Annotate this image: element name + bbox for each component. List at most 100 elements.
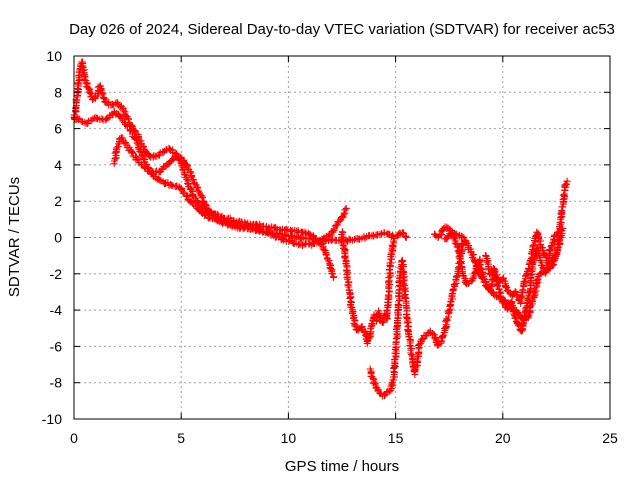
data-point (527, 271, 535, 279)
data-point (322, 251, 330, 259)
series-trace-b (70, 108, 410, 246)
data-point (222, 217, 230, 225)
data-point (166, 145, 174, 153)
data-point (279, 235, 287, 243)
series-trace-e (366, 237, 468, 400)
data-point (98, 89, 106, 97)
y-tick-label: 2 (54, 193, 62, 209)
data-points (70, 58, 571, 400)
data-point (406, 336, 414, 343)
y-tick-label: -2 (50, 266, 63, 282)
data-point (402, 233, 409, 241)
data-point (394, 300, 402, 308)
data-point (448, 290, 456, 298)
data-point (125, 115, 132, 123)
data-point (202, 201, 210, 209)
data-point (458, 264, 466, 271)
data-point (442, 318, 450, 326)
data-point (410, 367, 418, 375)
data-point (389, 237, 397, 245)
data-point (471, 268, 479, 276)
data-point (388, 380, 396, 388)
data-point (503, 284, 510, 292)
data-point (269, 230, 276, 238)
data-point (201, 200, 209, 208)
data-point (364, 337, 372, 345)
data-point (520, 278, 528, 286)
y-tick-label: -4 (50, 302, 63, 318)
y-tick-label: 10 (46, 48, 62, 64)
data-point (449, 230, 457, 238)
data-point (186, 168, 194, 176)
data-point (511, 314, 519, 322)
data-point (511, 288, 519, 296)
data-point (385, 274, 393, 282)
data-point (482, 252, 490, 259)
data-point (437, 337, 445, 345)
data-point (398, 257, 406, 265)
data-point (519, 286, 527, 294)
y-tick-label: 8 (54, 84, 62, 100)
data-point (329, 270, 337, 278)
data-point (533, 228, 541, 236)
x-tick-labels: 0 5 10 15 20 25 (70, 430, 618, 446)
data-point (341, 253, 348, 261)
data-point (408, 351, 415, 359)
data-point (512, 313, 520, 321)
data-point (453, 272, 461, 280)
data-point (190, 176, 197, 184)
data-point (128, 148, 136, 156)
y-tick-label: -10 (42, 411, 62, 427)
data-point (140, 154, 147, 162)
data-point (500, 299, 508, 307)
chart-title: Day 026 of 2024, Sidereal Day-to-day VTE… (69, 21, 615, 38)
series-trace-c (110, 134, 350, 249)
data-point (187, 186, 195, 194)
data-point (531, 290, 539, 298)
data-point (517, 293, 525, 301)
data-point (193, 183, 201, 191)
y-tick-label: -8 (50, 375, 63, 391)
data-point (368, 373, 376, 381)
x-tick-label: 20 (495, 430, 511, 446)
x-tick-label: 10 (281, 430, 297, 446)
y-tick-label: 6 (54, 121, 62, 137)
data-point (402, 303, 410, 311)
x-axis-label: GPS time / hours (285, 458, 399, 475)
data-point (555, 228, 563, 236)
data-point (419, 335, 426, 343)
series-trace-h (482, 224, 567, 307)
y-tick-label: 0 (54, 230, 62, 246)
data-point (325, 257, 333, 265)
x-tick-label: 25 (602, 430, 618, 446)
data-point (119, 134, 127, 142)
data-point (344, 281, 352, 289)
data-point (183, 192, 191, 200)
series-trace-d (338, 228, 398, 347)
data-point (429, 329, 436, 337)
data-point (100, 94, 107, 101)
data-point (393, 334, 400, 342)
y-axis-label: SDTVAR / TECUs (6, 177, 23, 297)
data-point (357, 324, 365, 332)
data-point (507, 300, 515, 308)
data-point (113, 144, 121, 152)
data-point (370, 378, 378, 386)
data-point (412, 363, 420, 371)
data-point (523, 295, 531, 303)
data-point (324, 232, 332, 240)
data-point (439, 332, 447, 340)
data-point (342, 204, 350, 212)
data-point (525, 264, 533, 272)
data-point (115, 101, 122, 109)
data-point (282, 225, 290, 233)
data-point (198, 194, 206, 201)
data-point (120, 107, 127, 115)
data-point (111, 149, 119, 157)
data-point (402, 234, 410, 241)
data-point (301, 228, 309, 236)
data-point (563, 177, 571, 185)
data-point (126, 123, 133, 130)
y-tick-labels: -10 -8 -6 -4 -2 0 2 4 6 8 10 (42, 48, 62, 427)
y-tick-label: 4 (54, 157, 62, 173)
